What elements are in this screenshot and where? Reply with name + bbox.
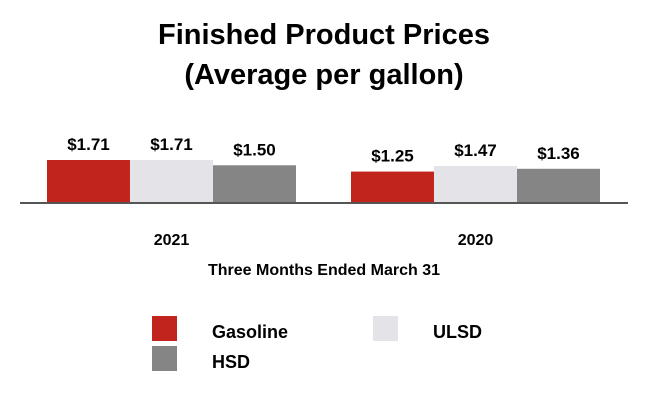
category-label-2021: 2021 (154, 232, 190, 249)
value-label-ulsd-2020: $1.47 (454, 141, 497, 160)
legend-swatch-gasoline (152, 316, 177, 341)
legend-label-ulsd: ULSD (433, 322, 482, 342)
bar-ulsd-2020 (434, 166, 517, 203)
bar-hsd-2021 (213, 165, 296, 203)
chart-subtitle: (Average per gallon) (184, 59, 463, 91)
bars-group (47, 160, 600, 203)
bar-gasoline-2021 (47, 160, 130, 203)
value-label-hsd-2020: $1.36 (537, 144, 580, 163)
chart-title: Finished Product Prices (158, 19, 490, 51)
value-label-gasoline-2021: $1.71 (67, 135, 110, 154)
bar-gasoline-2020 (351, 171, 434, 203)
category-labels-group: 2021 2020 (154, 232, 494, 249)
bar-ulsd-2021 (130, 160, 213, 203)
legend-label-gasoline: Gasoline (212, 322, 288, 342)
value-label-gasoline-2020: $1.25 (371, 147, 414, 166)
value-label-ulsd-2021: $1.71 (150, 135, 193, 154)
legend: Gasoline ULSD HSD (152, 316, 482, 372)
legend-swatch-hsd (152, 346, 177, 371)
category-label-2020: 2020 (458, 232, 494, 249)
legend-swatch-ulsd (373, 316, 398, 341)
bar-hsd-2020 (517, 168, 600, 203)
value-label-hsd-2021: $1.50 (233, 140, 276, 159)
legend-label-hsd: HSD (212, 352, 250, 372)
value-labels-group: $1.71 $1.71 $1.50 $1.25 $1.47 $1.36 (67, 135, 580, 166)
x-axis-label: Three Months Ended March 31 (208, 262, 440, 279)
